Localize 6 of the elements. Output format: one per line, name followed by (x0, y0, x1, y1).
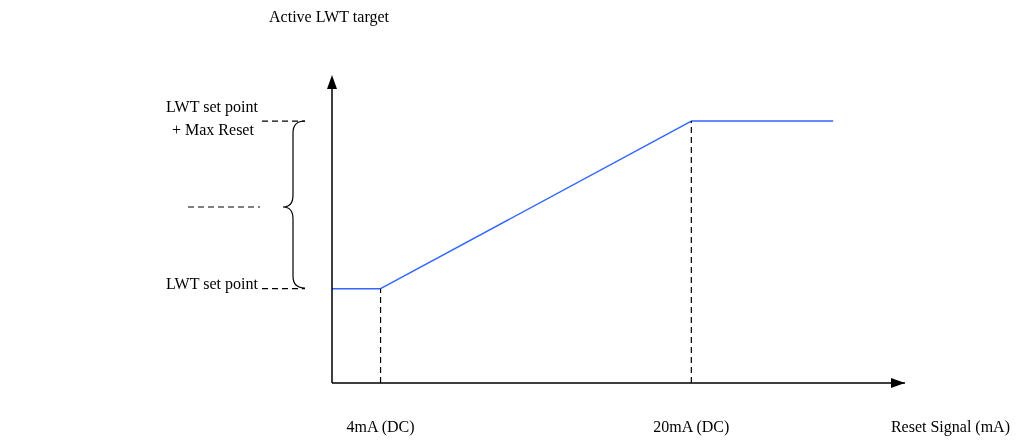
ref-line-label: LWT set point (166, 274, 259, 293)
x-tick-label: 4mA (DC) (346, 418, 415, 437)
text: Active LWT target (269, 8, 390, 27)
x-tick-label: 20mA (DC) (653, 418, 730, 437)
x-axis-title: Reset Signal (mA) (890, 418, 1010, 437)
ref-line-label: LWT set point + Max Reset (166, 98, 259, 139)
